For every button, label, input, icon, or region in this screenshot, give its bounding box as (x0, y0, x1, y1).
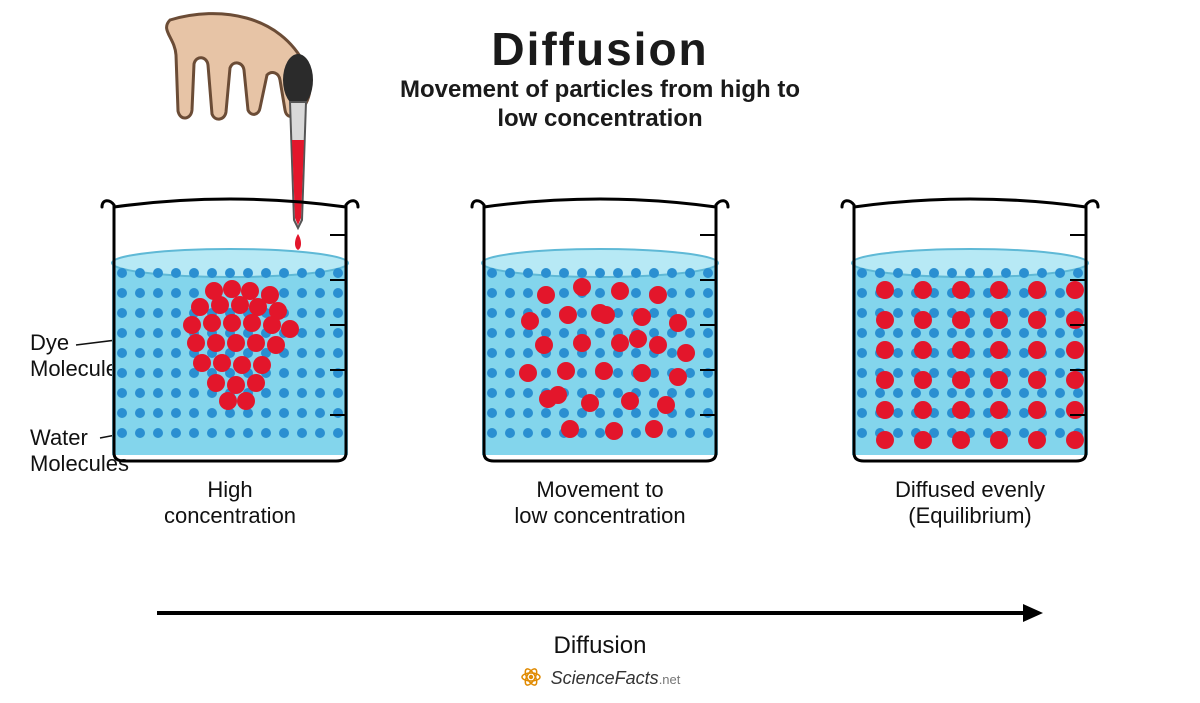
beaker-2: Movement to low concentration (450, 195, 750, 530)
beaker-1-svg (100, 195, 360, 465)
beaker-1-caption-l1: High (207, 477, 252, 502)
subtitle-line1: Movement of particles from high to (400, 76, 800, 103)
diffusion-arrow-row: Diffusion (0, 600, 1200, 660)
beaker-1-caption: High concentration (164, 477, 296, 530)
beaker-3: Diffused evenly (Equilibrium) (820, 195, 1120, 530)
beaker-3-caption-l2: (Equilibrium) (908, 503, 1031, 528)
attribution: ScienceFacts.net (0, 666, 1200, 689)
beaker-2-caption-l1: Movement to (536, 477, 663, 502)
beaker-2-caption-l2: low concentration (514, 503, 685, 528)
beaker-2-caption: Movement to low concentration (514, 477, 685, 530)
beaker-1: High concentration (80, 195, 380, 530)
beaker-2-svg (470, 195, 730, 465)
dropper-bulb (283, 54, 313, 106)
attribution-brand: ScienceFacts (551, 668, 659, 688)
beaker-3-svg (840, 195, 1100, 465)
attribution-suffix: .net (659, 672, 681, 687)
beakers-row: High concentration Movement to low conce… (0, 195, 1200, 530)
diffusion-arrow-label: Diffusion (0, 632, 1200, 660)
diffusion-arrow (155, 600, 1045, 626)
beaker-3-caption-l1: Diffused evenly (895, 477, 1045, 502)
beaker-1-caption-l2: concentration (164, 503, 296, 528)
subtitle-line2: low concentration (497, 105, 702, 132)
atom-icon (520, 666, 542, 688)
beaker-3-caption: Diffused evenly (Equilibrium) (895, 477, 1045, 530)
